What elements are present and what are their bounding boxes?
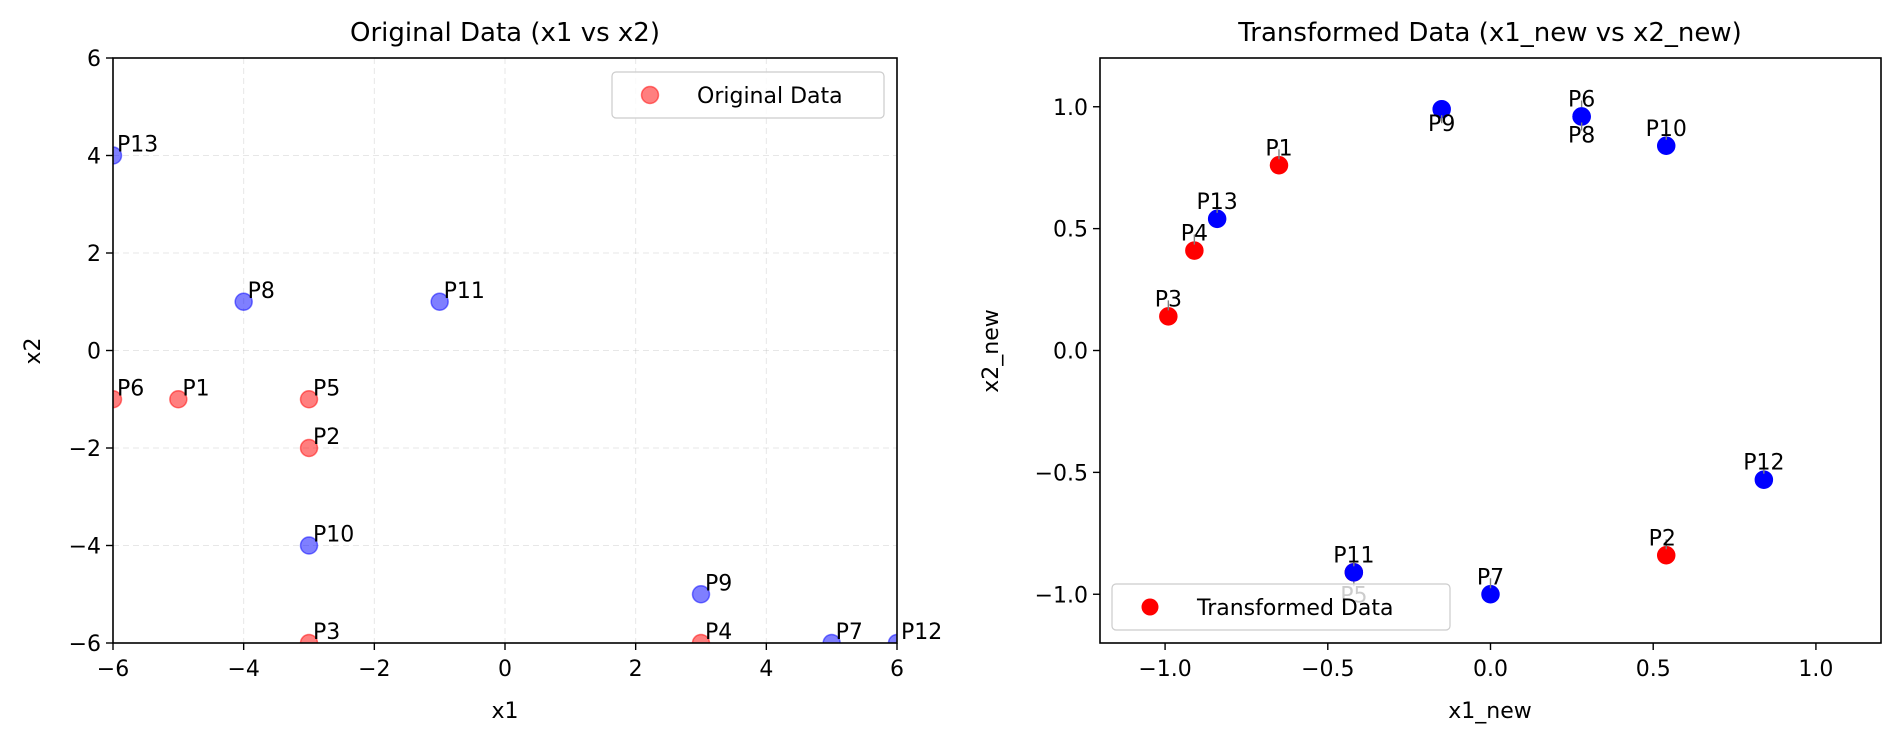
point-label-p1: P1 [182, 376, 209, 401]
y-axis-label: x2_new [979, 309, 1004, 393]
point-label-p5: P5 [313, 376, 340, 401]
x-tick-label: −6 [97, 657, 129, 682]
point-p1 [169, 390, 188, 409]
y-tick-label: 0.0 [1053, 340, 1088, 365]
point-label-p7: P7 [1477, 565, 1504, 590]
point-label-p13: P13 [117, 133, 158, 158]
point-label-p9: P9 [705, 571, 732, 596]
point-label-p12: P12 [1743, 451, 1784, 476]
point-label-p10: P10 [1646, 117, 1687, 142]
original-data-plot: Original Data (x1 vs x2) P1 P2 P3 P4 P5 P6 P7 P… [21, 18, 942, 724]
point-label-p4: P4 [1181, 222, 1208, 247]
point-label-p6: P6 [1568, 88, 1595, 113]
point-p10 [299, 536, 319, 555]
point-label-p13: P13 [1197, 190, 1238, 215]
legend-marker [640, 85, 660, 105]
point-label-p2: P2 [1649, 526, 1676, 551]
point-p3 [299, 633, 319, 643]
x-tick-label: −0.5 [1301, 657, 1354, 682]
transformed-data-plot: Transformed Data (x1_new vs x2_new) P1 P2… [979, 18, 1882, 724]
point-label-p11: P11 [1333, 543, 1374, 568]
point-label-p8: P8 [1568, 124, 1595, 149]
y-tick-label: 6 [87, 47, 101, 72]
x-tick-label: −4 [227, 657, 259, 682]
point-p6 [113, 390, 123, 409]
y-tick-label: −2 [69, 437, 101, 462]
legend-marker [1141, 598, 1159, 616]
y-tick-label: −1.0 [1035, 583, 1088, 608]
legend-box [611, 71, 885, 119]
point-p13 [113, 146, 123, 165]
y-tick-label: 0 [87, 340, 101, 365]
x-tick-label: 0 [498, 657, 512, 682]
x-tick-label: 2 [629, 657, 643, 682]
point-label-p3: P3 [313, 620, 340, 645]
point-label-p4: P4 [705, 620, 732, 645]
x-tick-label: 0.0 [1473, 657, 1508, 682]
y-tick-label: −6 [69, 632, 101, 657]
legend: Original Data [611, 71, 885, 119]
chart-title: Transformed Data (x1_new vs x2_new) [1237, 18, 1742, 48]
x-axis-label: x1_new [1448, 699, 1532, 724]
x-tick-label: −2 [358, 657, 390, 682]
point-label-p6: P6 [117, 376, 144, 401]
x-tick-label: 0.5 [1636, 657, 1671, 682]
y-tick-label: 2 [87, 242, 101, 267]
point-p12 [887, 633, 897, 643]
point-p5 [299, 390, 319, 409]
x-tick-label: 6 [890, 657, 904, 682]
y-axis-label: x2 [21, 337, 46, 364]
chart-title: Original Data (x1 vs x2) [350, 18, 660, 48]
x-tick-label: −1.0 [1138, 657, 1191, 682]
legend-label: Original Data [697, 84, 843, 109]
x-tick-label: 4 [759, 657, 773, 682]
y-tick-label: 1.0 [1053, 96, 1088, 121]
point-label-p11: P11 [444, 279, 485, 304]
x-axis-label: x1 [491, 699, 518, 724]
legend: Transformed Data [1111, 583, 1451, 631]
legend-box [1111, 583, 1451, 631]
x-tick-label: 1.0 [1798, 657, 1833, 682]
plot-frame [112, 57, 898, 644]
point-p2 [299, 438, 319, 458]
point-label-p8: P8 [248, 279, 275, 304]
point-p11 [430, 292, 449, 311]
point-p9 [691, 585, 711, 604]
legend-label: Transformed Data [1196, 596, 1393, 621]
point-label-p3: P3 [1155, 287, 1182, 312]
point-p7 [822, 633, 841, 643]
point-label-p10: P10 [313, 523, 354, 548]
plot-frame [1099, 57, 1882, 644]
y-tick-label: 4 [87, 145, 101, 170]
point-label-p7: P7 [836, 620, 863, 645]
point-label-p9: P9 [1428, 112, 1455, 137]
point-label-p1: P1 [1265, 136, 1292, 161]
y-tick-label: −4 [69, 535, 101, 560]
y-tick-label: 0.5 [1053, 218, 1088, 243]
point-label-p2: P2 [313, 425, 340, 450]
y-tick-label: −0.5 [1035, 461, 1088, 486]
point-label-p12: P12 [901, 620, 942, 645]
point-p8 [234, 292, 253, 311]
point-p4 [691, 633, 711, 643]
